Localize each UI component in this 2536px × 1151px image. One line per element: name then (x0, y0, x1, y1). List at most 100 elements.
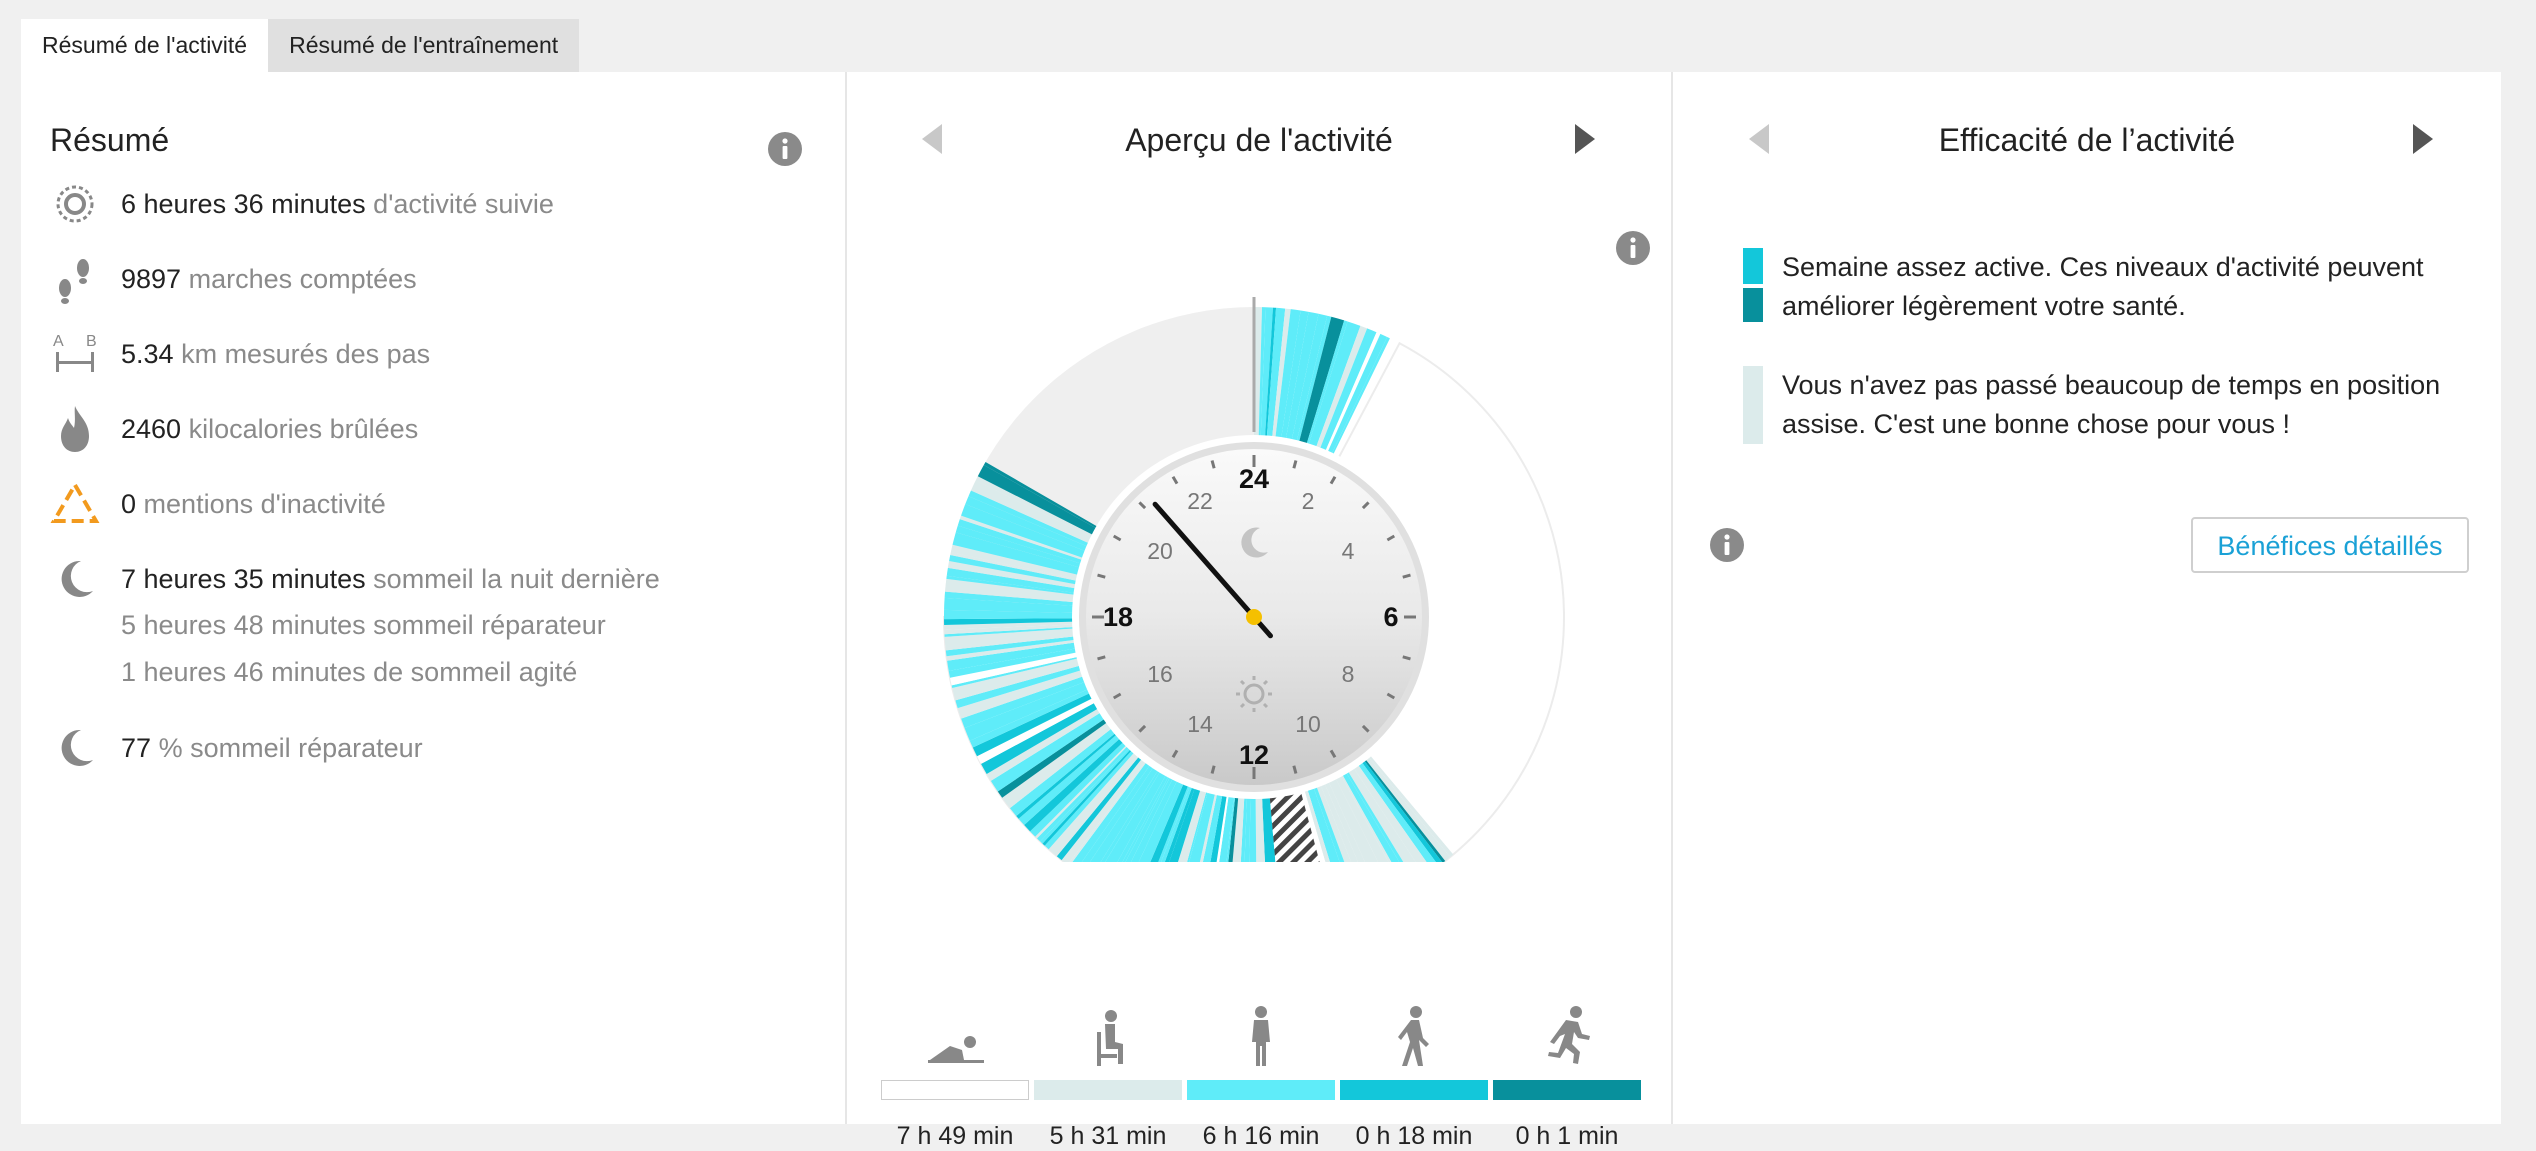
activity-segment (951, 656, 1081, 689)
activity-segment (1280, 310, 1309, 442)
legend-sitting: 5 h 31 min (1032, 1002, 1184, 1151)
activity-segment (1130, 776, 1179, 862)
activity-segment (1363, 754, 1451, 861)
activity-segment (946, 567, 1079, 594)
activity-segment (1261, 794, 1276, 862)
activity-segment (1226, 793, 1236, 862)
activity-segment (1240, 794, 1248, 862)
activity-ring-icon (49, 178, 101, 230)
activity-segment (1100, 767, 1162, 862)
distance-ab-icon: A B (49, 328, 101, 380)
activity-segment (1072, 760, 1152, 862)
activity-segment (957, 669, 1086, 719)
activity-segment (964, 680, 1091, 741)
activity-segment (1042, 747, 1134, 846)
previous-arrow-button[interactable] (922, 124, 942, 154)
efficiency-swatch-activity (1743, 248, 1763, 326)
legend-value-running: 0 h 1 min (1515, 1122, 1619, 1150)
activity-segment (1125, 774, 1175, 862)
clock-tick (1171, 749, 1179, 759)
activity-segment (1271, 308, 1291, 441)
activity-segment (1048, 750, 1141, 857)
activity-segment (1228, 794, 1239, 862)
activity-segment (1056, 754, 1144, 861)
standing-icon (1252, 1006, 1270, 1066)
activity-segment (955, 664, 1084, 709)
activity-segment (1255, 794, 1265, 862)
activity-segment (1161, 783, 1194, 862)
info-icon[interactable] (767, 131, 803, 167)
activity-segment (1307, 321, 1361, 450)
activity-segment (1040, 745, 1133, 844)
detailed-benefits-button[interactable]: Bénéfices détaillés (2191, 517, 2469, 573)
activity-segment (1199, 790, 1218, 862)
legend-value-walking: 0 h 18 min (1355, 1122, 1473, 1150)
distance-label: km mesurés des pas (181, 338, 431, 369)
activity-segment (1362, 757, 1446, 862)
clock-tick (1361, 501, 1370, 510)
activity-segment (1298, 316, 1345, 447)
activity-segment (1024, 736, 1126, 832)
tab-training-summary[interactable]: Résumé de l'entraînement (268, 19, 580, 72)
clock-label-24: 24 (1239, 464, 1269, 494)
activity-segment (986, 707, 1103, 781)
deep-sleep-line: 5 heures 48 minutes sommeil réparateur (121, 610, 606, 640)
activity-segment (1346, 765, 1416, 862)
next-arrow-button[interactable] (1575, 124, 1595, 154)
activity-segment (1117, 772, 1170, 862)
clock-label-6: 6 (1383, 602, 1398, 632)
legend-running: 0 h 1 min (1491, 1002, 1643, 1151)
activity-segment (1319, 780, 1358, 862)
activity-segment (1177, 787, 1208, 862)
clock-tick (1210, 460, 1216, 469)
activity-segment (975, 476, 1096, 539)
activity-segment (1035, 743, 1130, 839)
activity-segment (1081, 762, 1155, 862)
activity-segment (1219, 793, 1235, 862)
clock-tick (1171, 475, 1179, 485)
activity-segment (944, 597, 1077, 613)
efficiency-swatch-sitting (1743, 366, 1763, 444)
previous-arrow-button[interactable] (1749, 124, 1769, 154)
activity-segment (968, 490, 1092, 548)
info-icon[interactable] (1615, 230, 1651, 266)
inactivity-label: mentions d'inactivité (143, 488, 386, 519)
efficiency-message-sitting: Vous n'avez pas passé beaucoup de temps … (1743, 366, 2442, 444)
clock-tick (1097, 655, 1106, 661)
calories-value: 2460 (121, 413, 182, 444)
info-icon[interactable] (1709, 527, 1745, 563)
clock-tick (1292, 765, 1298, 774)
lying-icon (928, 1036, 984, 1063)
activity-segment (1036, 744, 1132, 842)
activity-segment (1009, 726, 1118, 816)
clock-label-16: 16 (1147, 661, 1173, 687)
clock-label-4: 4 (1342, 538, 1355, 564)
activity-segment (947, 561, 1079, 589)
activity-segment (944, 591, 1077, 606)
clock-tick (1402, 573, 1411, 579)
activity-segment (1018, 732, 1123, 826)
moon-icon (49, 553, 101, 605)
next-arrow-button[interactable] (2413, 124, 2433, 154)
svg-text:A: A (53, 333, 64, 350)
activity-segment (950, 552, 1080, 582)
activity-dial: 24 6 12 18 2 4 8 10 14 16 20 22 (942, 297, 1565, 862)
activity-segment (944, 609, 1077, 620)
activity-segment (1344, 769, 1404, 862)
light-sleep-line: 1 heures 46 minutes de sommeil agité (121, 657, 578, 687)
activity-segment (955, 525, 1084, 569)
clock-tick (1112, 534, 1122, 542)
clock-center (1246, 609, 1262, 625)
activity-segment (1266, 307, 1286, 440)
sleep-quality-value: 77 (121, 732, 152, 763)
activity-segment (1089, 764, 1160, 862)
tab-activity-summary[interactable]: Résumé de l'activité (21, 19, 269, 72)
activity-segment (1330, 337, 1390, 458)
activity-ring (942, 307, 1565, 862)
activity-segment (950, 651, 1081, 686)
activity-segment (1202, 791, 1223, 862)
activity-segment (947, 642, 1079, 671)
activity-segment (1366, 753, 1454, 858)
sleep-quality-label: % sommeil réparateur (158, 732, 423, 763)
activity-overview-panel: Aperçu de l'activité (847, 72, 1673, 1150)
